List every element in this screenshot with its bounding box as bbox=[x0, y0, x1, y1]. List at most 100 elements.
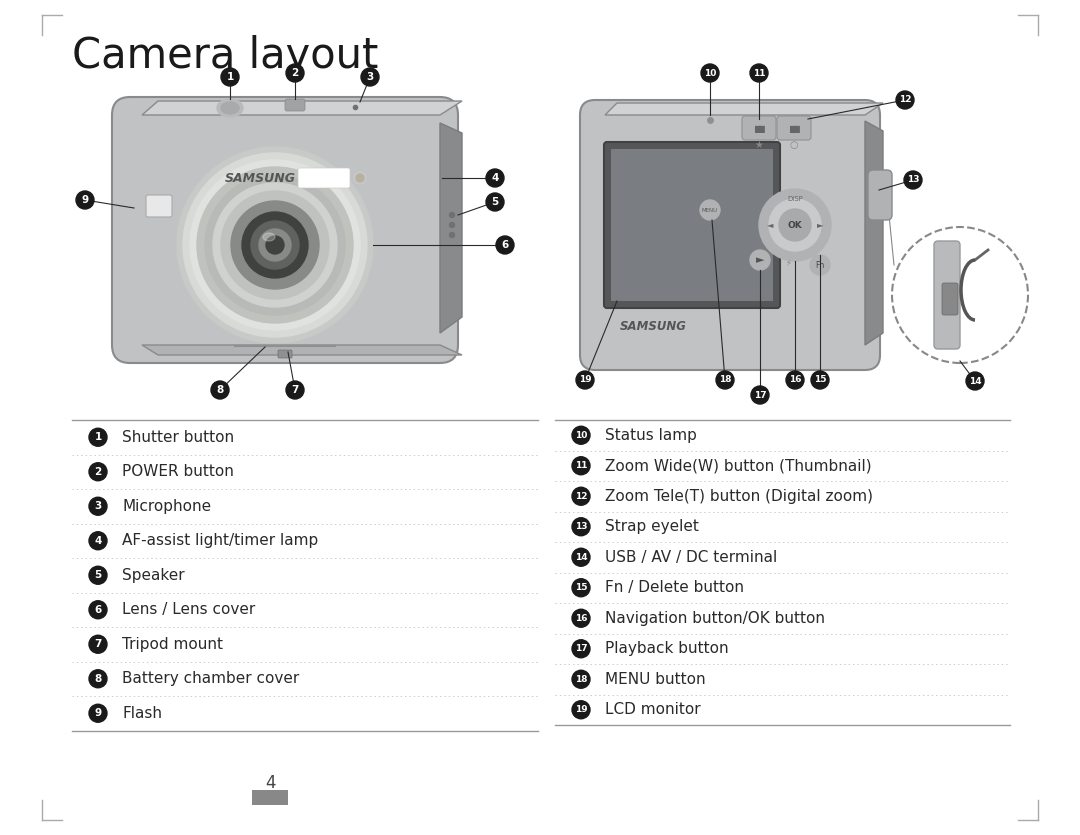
Circle shape bbox=[701, 64, 719, 82]
FancyBboxPatch shape bbox=[580, 100, 880, 370]
Circle shape bbox=[221, 68, 239, 86]
Circle shape bbox=[221, 191, 329, 299]
FancyBboxPatch shape bbox=[278, 350, 292, 358]
Text: Playback button: Playback button bbox=[605, 641, 729, 656]
Text: 18: 18 bbox=[575, 675, 588, 684]
Circle shape bbox=[572, 488, 590, 505]
Circle shape bbox=[759, 189, 831, 261]
FancyBboxPatch shape bbox=[934, 241, 960, 349]
Text: Speaker: Speaker bbox=[122, 568, 185, 583]
Text: Microphone: Microphone bbox=[122, 498, 211, 514]
Circle shape bbox=[76, 191, 94, 209]
Text: 15: 15 bbox=[813, 376, 826, 384]
Text: Flash: Flash bbox=[122, 706, 162, 721]
Circle shape bbox=[716, 371, 734, 389]
Circle shape bbox=[751, 386, 769, 404]
Circle shape bbox=[496, 236, 514, 254]
Text: 8: 8 bbox=[216, 385, 224, 395]
Text: MENU: MENU bbox=[702, 208, 718, 212]
Text: 3: 3 bbox=[94, 501, 102, 511]
Circle shape bbox=[750, 64, 768, 82]
Circle shape bbox=[572, 671, 590, 688]
Circle shape bbox=[779, 209, 811, 241]
Text: 16: 16 bbox=[788, 376, 801, 384]
Polygon shape bbox=[440, 123, 462, 333]
Circle shape bbox=[811, 371, 829, 389]
Circle shape bbox=[211, 381, 229, 399]
Text: 2: 2 bbox=[292, 68, 299, 78]
Text: 4: 4 bbox=[94, 536, 102, 546]
Text: Strap eyelet: Strap eyelet bbox=[605, 519, 699, 534]
Text: 4: 4 bbox=[491, 173, 499, 183]
Text: Status lamp: Status lamp bbox=[605, 428, 697, 443]
Circle shape bbox=[356, 174, 364, 182]
Text: ██: ██ bbox=[754, 125, 765, 133]
Circle shape bbox=[89, 566, 107, 584]
Circle shape bbox=[177, 147, 373, 343]
Circle shape bbox=[486, 169, 504, 187]
Circle shape bbox=[572, 579, 590, 597]
FancyBboxPatch shape bbox=[298, 168, 350, 188]
Circle shape bbox=[572, 426, 590, 444]
Ellipse shape bbox=[221, 102, 239, 114]
Circle shape bbox=[966, 372, 984, 390]
FancyBboxPatch shape bbox=[285, 99, 305, 111]
Circle shape bbox=[576, 371, 594, 389]
Text: 1: 1 bbox=[227, 72, 233, 82]
Text: AF-assist light/timer lamp: AF-assist light/timer lamp bbox=[122, 534, 319, 549]
Text: 10: 10 bbox=[575, 431, 588, 440]
Text: 5: 5 bbox=[491, 197, 499, 207]
Text: 13: 13 bbox=[575, 522, 588, 531]
Text: USB / AV / DC terminal: USB / AV / DC terminal bbox=[605, 549, 778, 564]
Text: Lens / Lens cover: Lens / Lens cover bbox=[122, 602, 255, 617]
Text: ◄: ◄ bbox=[767, 220, 773, 230]
Circle shape bbox=[769, 199, 821, 251]
Text: 4: 4 bbox=[265, 774, 275, 792]
Text: Zoom Wide(W) button (Thumbnail): Zoom Wide(W) button (Thumbnail) bbox=[605, 458, 872, 473]
Text: 6: 6 bbox=[94, 605, 102, 615]
Text: MENU button: MENU button bbox=[605, 671, 705, 686]
FancyBboxPatch shape bbox=[611, 149, 773, 301]
Text: OK: OK bbox=[787, 220, 802, 230]
Circle shape bbox=[242, 212, 308, 278]
Circle shape bbox=[700, 200, 720, 220]
Circle shape bbox=[572, 701, 590, 719]
Text: 3: 3 bbox=[366, 72, 374, 82]
Text: 8: 8 bbox=[94, 674, 102, 684]
Text: Camera layout: Camera layout bbox=[72, 35, 378, 77]
Circle shape bbox=[259, 229, 291, 261]
Text: 14: 14 bbox=[575, 553, 588, 562]
Text: LCD monitor: LCD monitor bbox=[605, 702, 701, 717]
FancyBboxPatch shape bbox=[146, 195, 172, 217]
Circle shape bbox=[361, 68, 379, 86]
Text: 17: 17 bbox=[754, 391, 767, 399]
Circle shape bbox=[89, 600, 107, 619]
Ellipse shape bbox=[217, 99, 243, 117]
Text: 7: 7 bbox=[292, 385, 299, 395]
Circle shape bbox=[572, 640, 590, 658]
Text: 6: 6 bbox=[501, 240, 509, 250]
Text: Fn: Fn bbox=[815, 261, 825, 270]
FancyBboxPatch shape bbox=[112, 97, 458, 363]
Text: 2: 2 bbox=[94, 467, 102, 477]
Circle shape bbox=[786, 371, 804, 389]
Circle shape bbox=[904, 171, 922, 189]
Circle shape bbox=[89, 428, 107, 446]
Text: 13: 13 bbox=[907, 175, 919, 185]
Text: 5: 5 bbox=[94, 570, 102, 580]
Text: 11: 11 bbox=[575, 461, 588, 470]
Circle shape bbox=[251, 221, 299, 269]
Circle shape bbox=[89, 670, 107, 688]
Circle shape bbox=[750, 250, 770, 270]
FancyBboxPatch shape bbox=[868, 170, 892, 220]
Circle shape bbox=[572, 518, 590, 536]
Text: SAMSUNG: SAMSUNG bbox=[620, 321, 687, 333]
Circle shape bbox=[810, 255, 831, 275]
Text: 12: 12 bbox=[899, 95, 912, 104]
Circle shape bbox=[89, 635, 107, 653]
Circle shape bbox=[197, 167, 353, 323]
Text: POWER button: POWER button bbox=[122, 464, 234, 479]
Text: SAMSUNG: SAMSUNG bbox=[225, 171, 296, 185]
Circle shape bbox=[231, 201, 319, 289]
Text: ►: ► bbox=[756, 255, 765, 265]
